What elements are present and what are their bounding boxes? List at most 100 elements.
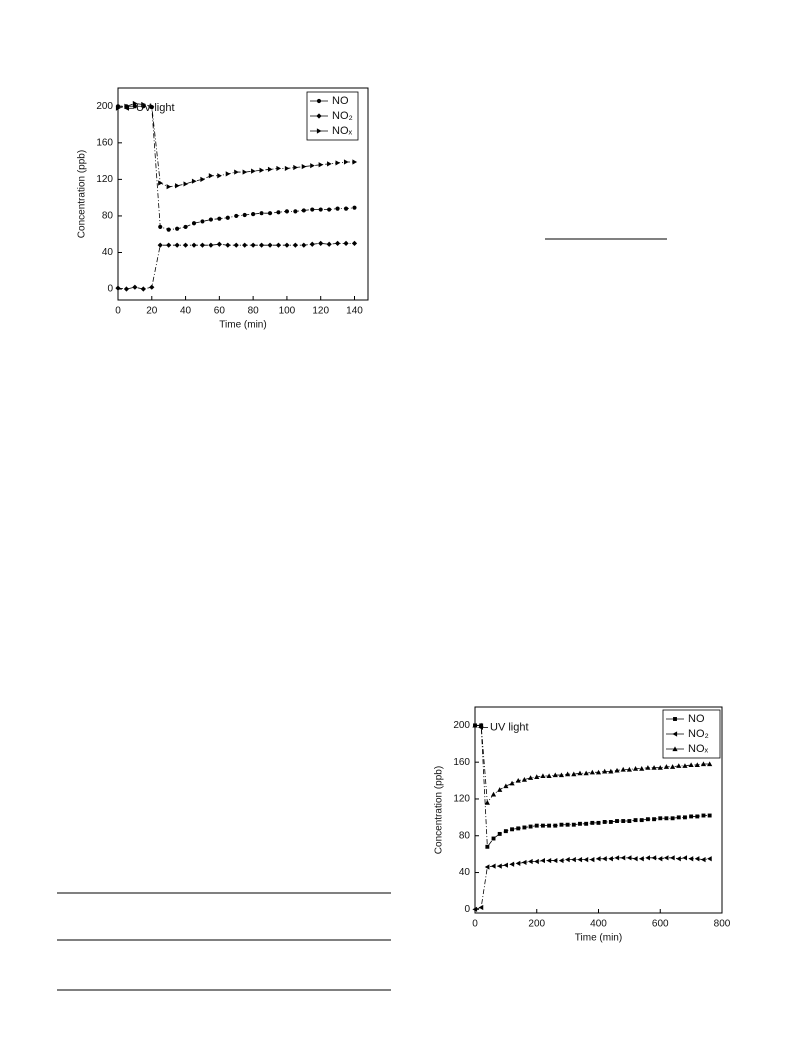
marker	[335, 206, 340, 211]
marker	[115, 285, 121, 291]
marker	[565, 771, 571, 777]
marker	[301, 163, 307, 170]
marker	[577, 770, 583, 776]
marker	[258, 242, 265, 248]
marker	[614, 855, 620, 861]
annotation: UV light	[136, 102, 175, 114]
marker	[166, 227, 171, 232]
marker	[664, 816, 669, 821]
marker	[639, 818, 644, 823]
marker	[670, 764, 676, 769]
marker	[670, 855, 675, 861]
marker	[546, 857, 552, 864]
marker	[583, 770, 589, 776]
marker	[521, 777, 527, 782]
series-line	[117, 242, 355, 290]
marker	[621, 819, 626, 823]
marker	[132, 284, 138, 290]
marker	[175, 226, 180, 231]
marker	[275, 242, 282, 248]
marker	[672, 746, 678, 752]
marker	[157, 242, 163, 248]
marker	[546, 773, 552, 779]
marker	[633, 818, 638, 823]
marker	[645, 765, 651, 770]
marker	[645, 817, 650, 822]
marker	[293, 209, 298, 214]
marker	[233, 242, 239, 248]
marker	[327, 161, 332, 167]
marker	[515, 777, 521, 783]
marker	[490, 863, 496, 869]
marker	[335, 160, 341, 166]
marker	[521, 859, 527, 866]
marker	[589, 769, 595, 775]
marker	[590, 820, 595, 825]
marker	[284, 242, 290, 248]
marker	[225, 171, 231, 177]
marker	[123, 286, 130, 292]
marker	[478, 904, 484, 911]
x-tick-label: 20	[146, 306, 158, 317]
marker	[553, 823, 558, 828]
x-tick-label: 0	[472, 919, 478, 930]
marker	[683, 815, 687, 820]
marker	[565, 822, 570, 827]
marker	[191, 178, 197, 184]
marker	[608, 820, 613, 824]
marker	[528, 824, 533, 829]
marker	[676, 815, 681, 820]
y-tick-label: 0	[107, 284, 113, 295]
marker	[670, 816, 675, 821]
marker	[293, 164, 298, 171]
marker	[602, 820, 607, 824]
legend-label: NO₂	[332, 110, 353, 122]
marker	[571, 857, 576, 863]
marker	[292, 242, 298, 248]
marker	[183, 224, 188, 229]
marker	[310, 163, 315, 169]
y-tick-label: 120	[96, 174, 113, 185]
annotation: UV light	[490, 721, 529, 733]
marker	[652, 817, 657, 822]
legend-label: NOₓ	[332, 125, 353, 137]
x-tick-label: 400	[590, 919, 607, 930]
marker	[602, 856, 607, 862]
marker	[242, 169, 248, 175]
marker	[497, 863, 502, 869]
marker	[217, 216, 222, 221]
marker	[310, 207, 315, 212]
marker	[558, 772, 565, 778]
marker	[534, 823, 539, 828]
marker	[225, 215, 230, 220]
marker	[158, 180, 163, 186]
marker	[318, 207, 323, 212]
marker	[217, 173, 222, 179]
x-tick-label: 0	[115, 306, 121, 317]
marker	[632, 766, 639, 771]
x-tick-label: 60	[214, 306, 226, 317]
marker	[547, 823, 552, 828]
marker	[200, 219, 205, 224]
marker	[208, 242, 214, 248]
x-tick-label: 800	[714, 919, 731, 930]
marker	[334, 240, 341, 246]
marker	[595, 769, 602, 775]
marker	[132, 100, 138, 107]
marker	[166, 184, 172, 190]
marker	[540, 773, 546, 779]
marker	[497, 831, 502, 836]
marker	[565, 857, 570, 863]
marker	[673, 717, 677, 721]
marker	[175, 183, 180, 189]
marker	[343, 240, 349, 246]
series-line	[475, 724, 710, 848]
marker	[707, 856, 712, 862]
x-tick-label: 200	[528, 919, 545, 930]
marker	[527, 775, 534, 780]
marker	[316, 128, 322, 134]
marker	[490, 791, 497, 797]
x-tick-label: 100	[279, 306, 296, 317]
marker	[484, 864, 490, 870]
